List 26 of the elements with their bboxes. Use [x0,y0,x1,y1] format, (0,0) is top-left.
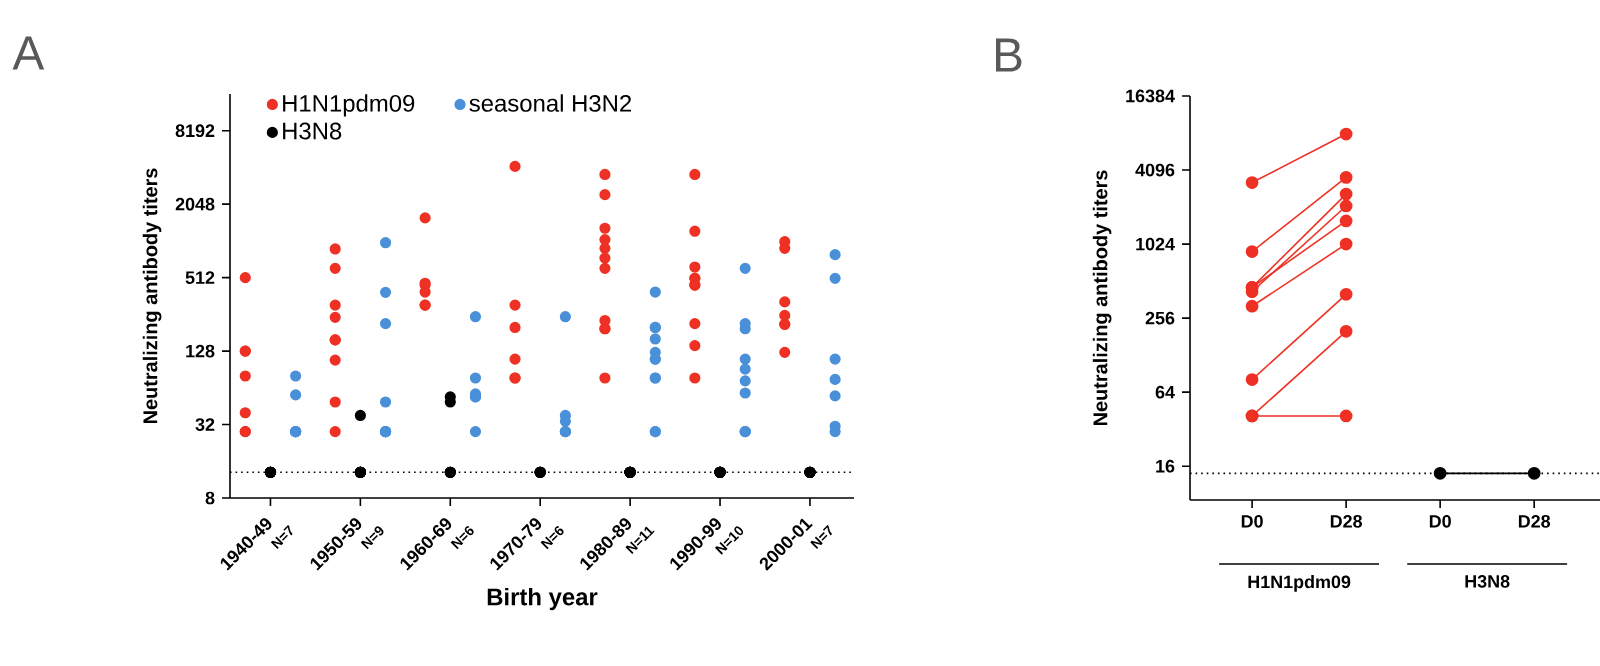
y-tick-label: 16 [1156,459,1175,473]
y-tick-label: 4096 [1135,163,1175,177]
x-tick-label: D28 [1330,514,1363,528]
y-axis-title: Neutralizing antibody titers [142,168,162,424]
x-tick-label: D0 [1429,514,1451,528]
x-axis-title: Birth year [487,587,598,611]
y-tick-label: 8 [205,491,215,505]
y-tick-label: 256 [1145,311,1175,325]
y-tick-label: 128 [186,344,215,358]
y-tick-label: 16384 [1126,89,1175,103]
y-tick-label: 1024 [1136,237,1175,251]
chart-title: A [12,36,45,70]
legend-label: H1N1pdm09 [283,94,415,117]
text: H3N8 [1465,575,1510,588]
x-tick-label: D28 [1518,514,1551,528]
y-tick-label: 512 [185,271,215,284]
text: H1N1pdm09 [1248,575,1351,592]
y-tick-label: 2048 [175,197,215,211]
y-tick-label: 32 [195,418,215,431]
y-axis-title: Neutralizing antibody titers [1092,170,1112,426]
x-tick-label: D0 [1241,514,1263,528]
legend-label: seasonal H3N2 [469,94,631,112]
chart-title: B [995,38,1022,72]
y-tick-label: 8192 [175,124,215,138]
legend-label: H3N8 [283,122,342,140]
y-tick-label: 64 [1155,385,1175,399]
